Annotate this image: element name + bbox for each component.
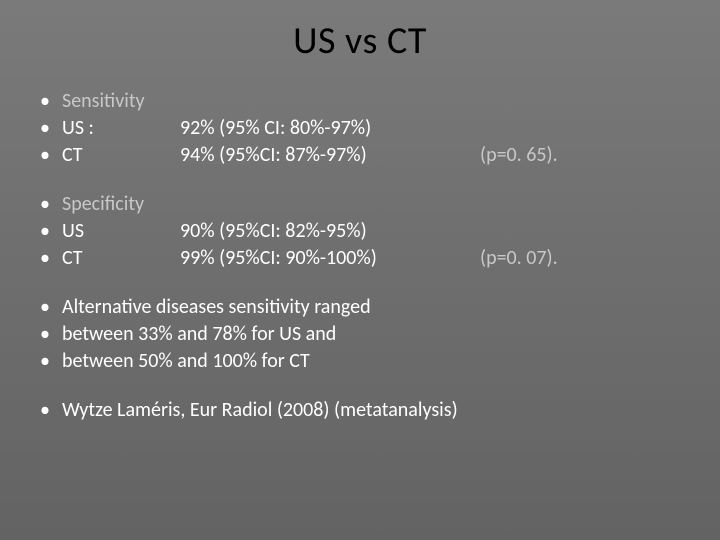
row-label: CT	[62, 245, 180, 272]
bullet-icon: •	[40, 142, 62, 169]
row-value: 94% (95%CI: 87%-97%)	[180, 142, 480, 169]
row-label: US	[62, 218, 180, 245]
specificity-heading-row: • Specificity	[40, 191, 680, 218]
bullet-icon: •	[40, 191, 62, 218]
bullet-icon: •	[40, 321, 62, 348]
bullet-icon: •	[40, 294, 62, 321]
sensitivity-row-ct: • CT 94% (95%CI: 87%-97%) (p=0. 65).	[40, 142, 680, 169]
alt-text: Alternative diseases sensitivity ranged	[62, 294, 680, 321]
citation-text: Wytze Laméris, Eur Radiol (2008) (metata…	[62, 397, 680, 424]
specificity-heading: Specificity	[62, 191, 180, 218]
row-value: 92% (95% CI: 80%-97%)	[180, 115, 480, 142]
bullet-icon: •	[40, 348, 62, 375]
sensitivity-heading: Sensitivity	[62, 88, 180, 115]
alt-text: between 33% and 78% for US and	[62, 321, 680, 348]
row-pvalue: (p=0. 65).	[480, 142, 680, 169]
alt-line-1: • Alternative diseases sensitivity range…	[40, 294, 680, 321]
sensitivity-row-us: • US : 92% (95% CI: 80%-97%)	[40, 115, 680, 142]
row-value: 90% (95%CI: 82%-95%)	[180, 218, 480, 245]
row-label: US :	[62, 115, 180, 142]
bullet-icon: •	[40, 218, 62, 245]
citation-row: • Wytze Laméris, Eur Radiol (2008) (meta…	[40, 397, 680, 424]
specificity-group: • Specificity • US 90% (95%CI: 82%-95%) …	[40, 191, 680, 272]
specificity-row-us: • US 90% (95%CI: 82%-95%)	[40, 218, 680, 245]
row-pvalue: (p=0. 07).	[480, 245, 680, 272]
bullet-icon: •	[40, 245, 62, 272]
bullet-icon: •	[40, 397, 62, 424]
row-label: CT	[62, 142, 180, 169]
alt-text: between 50% and 100% for CT	[62, 348, 680, 375]
row-value: 99% (95%CI: 90%-100%)	[180, 245, 480, 272]
alternative-group: • Alternative diseases sensitivity range…	[40, 294, 680, 375]
bullet-icon: •	[40, 88, 62, 115]
sensitivity-group: • Sensitivity • US : 92% (95% CI: 80%-97…	[40, 88, 680, 169]
specificity-row-ct: • CT 99% (95%CI: 90%-100%) (p=0. 07).	[40, 245, 680, 272]
alt-line-2: • between 33% and 78% for US and	[40, 321, 680, 348]
slide-body: • Sensitivity • US : 92% (95% CI: 80%-97…	[0, 64, 720, 424]
slide-title: US vs CT	[0, 0, 720, 64]
alt-line-3: • between 50% and 100% for CT	[40, 348, 680, 375]
bullet-icon: •	[40, 115, 62, 142]
citation-group: • Wytze Laméris, Eur Radiol (2008) (meta…	[40, 397, 680, 424]
sensitivity-heading-row: • Sensitivity	[40, 88, 680, 115]
